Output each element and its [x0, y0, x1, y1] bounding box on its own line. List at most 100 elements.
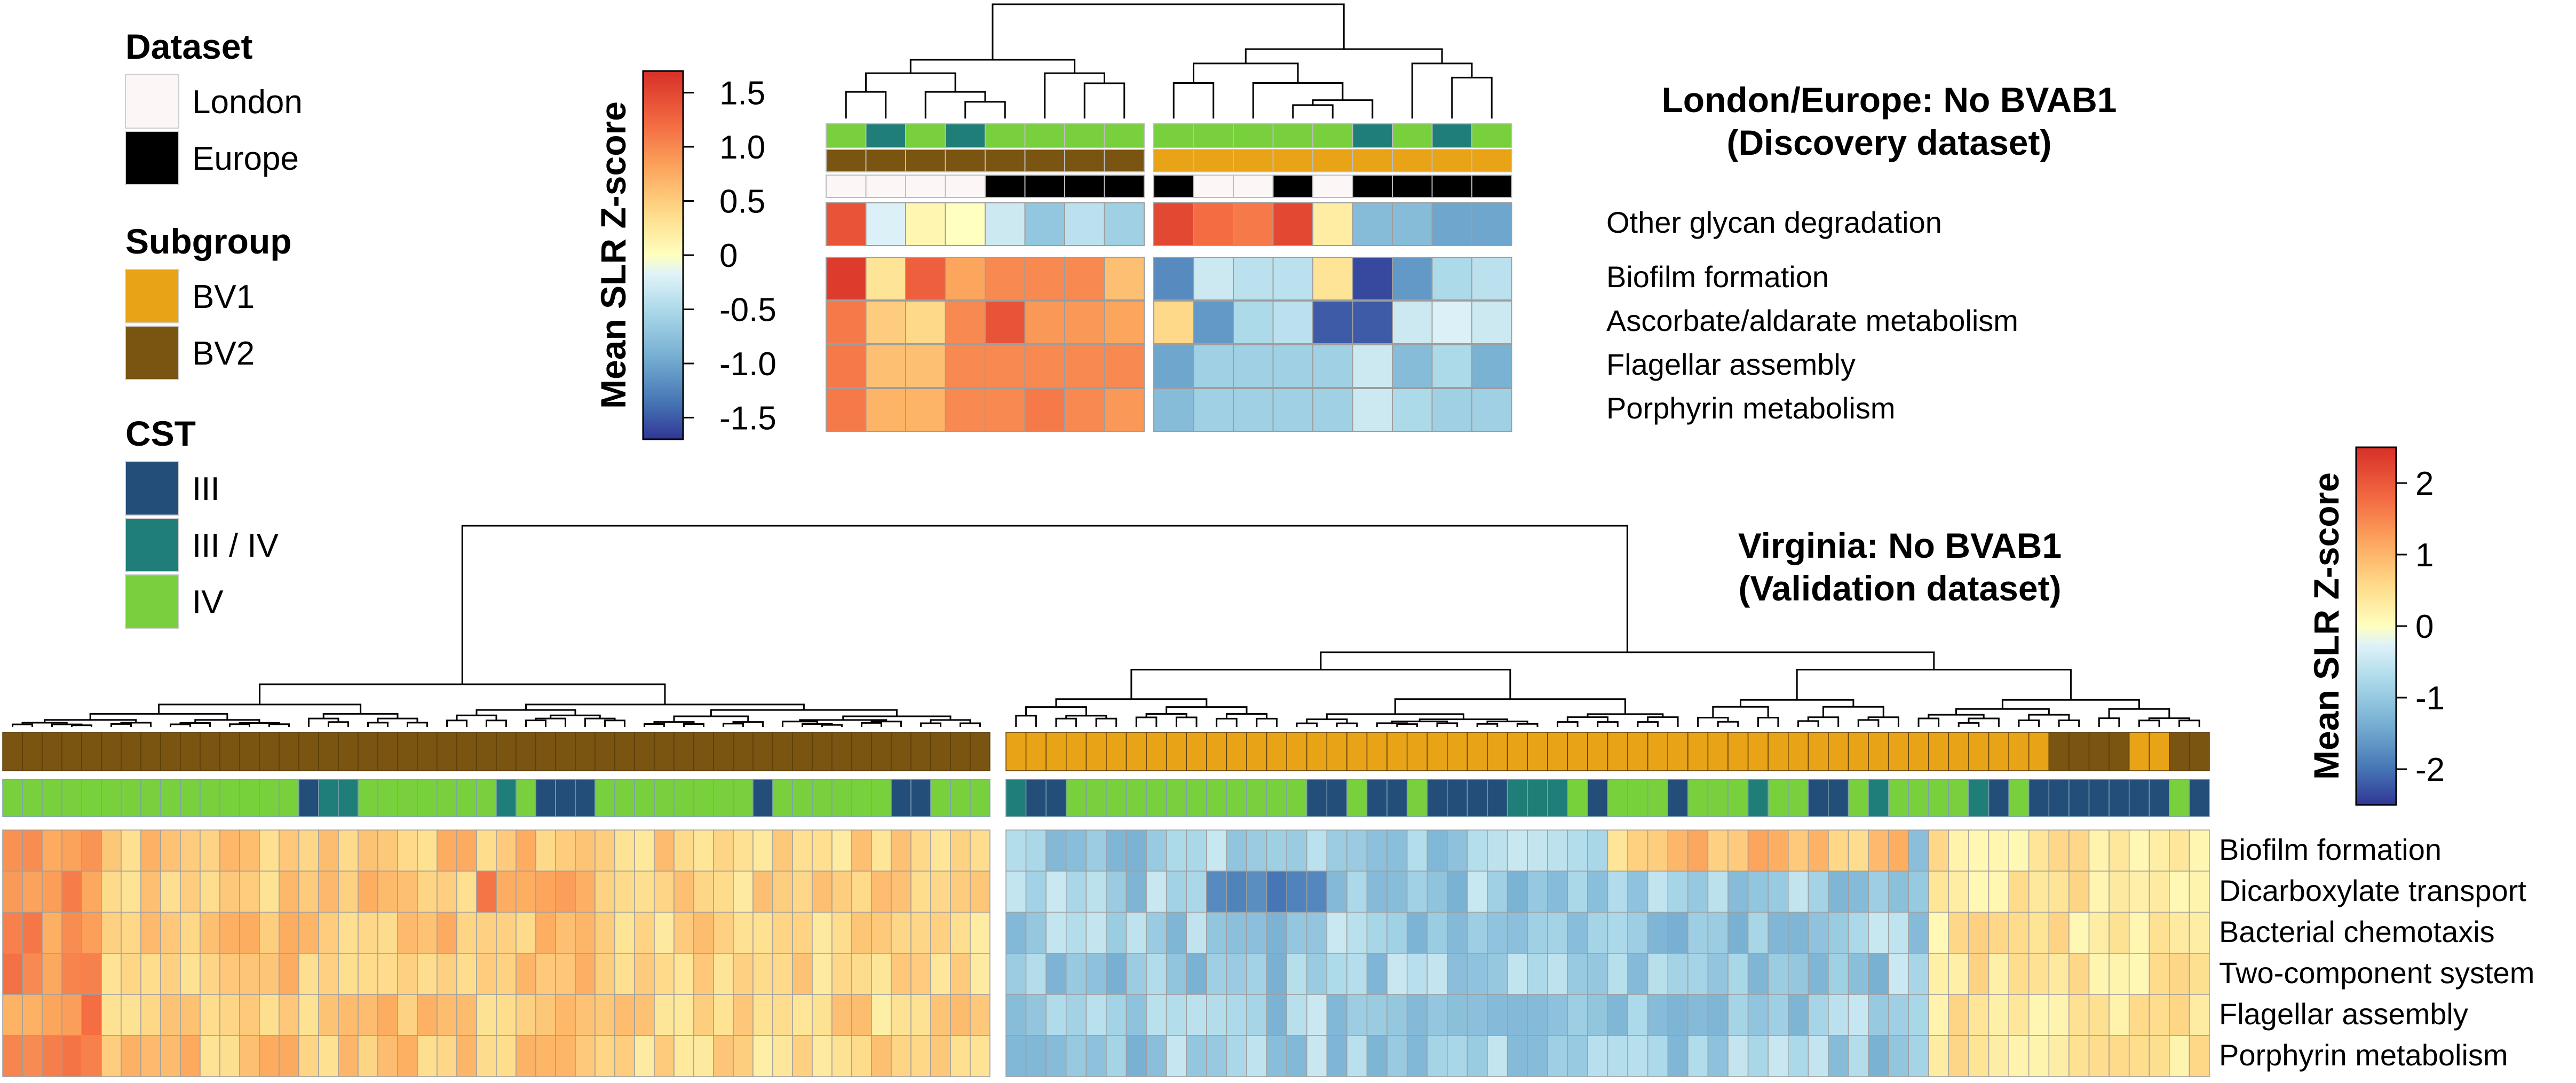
heatmap-cell [2068, 829, 2090, 872]
heatmap-cell [733, 1035, 754, 1077]
heatmap-cell [1266, 1035, 1287, 1077]
annotation-cell-cst [1104, 123, 1145, 148]
heatmap-cell [555, 912, 576, 954]
heatmap-cell [693, 994, 714, 1036]
heatmap-cell [891, 912, 911, 954]
heatmap-cell [1567, 912, 1588, 954]
heatmap-cell [1587, 829, 1608, 872]
annotation-cell-subgroup [985, 149, 1026, 172]
heatmap-cell [614, 1035, 635, 1077]
heatmap-cell [2088, 953, 2110, 995]
heatmap-cell [713, 912, 734, 954]
heatmap-cell [377, 829, 398, 872]
dendrogram-branch [1411, 62, 1473, 118]
heatmap-cell [693, 953, 714, 995]
heatmap-cell [1808, 829, 1829, 872]
annotation-cell-subgroup [1627, 732, 1648, 771]
annotation-cell-dataset [1431, 175, 1472, 198]
heatmap-cell [871, 1035, 892, 1077]
annotation-cell-cst [377, 779, 398, 817]
heatmap-cell [1312, 202, 1353, 246]
heatmap-cell [1908, 829, 1929, 872]
panel-title: (Discovery dataset) [1727, 123, 2052, 162]
heatmap-cell [851, 953, 872, 995]
heatmap-cell [1272, 301, 1313, 344]
annotation-cell-subgroup [1326, 732, 1348, 771]
heatmap-cell [1186, 871, 1207, 913]
heatmap-cell [1326, 871, 1348, 913]
heatmap-cell [1747, 1035, 1769, 1077]
annotation-cell-cst [1226, 779, 1247, 817]
annotation-cell-subgroup [930, 732, 951, 771]
heatmap-cell [358, 829, 378, 872]
annotation-cell-cst [1064, 123, 1105, 148]
legend-title: Subgroup [125, 222, 292, 261]
annotation-cell-subgroup [654, 732, 675, 771]
heatmap-cell [2109, 829, 2130, 872]
dendrogram-branch [1647, 716, 1679, 727]
heatmap-cell [555, 871, 576, 913]
heatmap-cell [1607, 829, 1628, 872]
annotation-cell-subgroup [673, 732, 694, 771]
heatmap-cell [1471, 301, 1512, 344]
heatmap-cell [1447, 1035, 1468, 1077]
heatmap-cell [595, 912, 615, 954]
annotation-cell-cst [905, 123, 946, 148]
annotation-cell-subgroup [1547, 732, 1568, 771]
heatmap-cell [950, 829, 971, 872]
heatmap-cell [1707, 953, 1729, 995]
row-label: Other glycan degradation [1606, 205, 1942, 239]
heatmap-cell [496, 912, 517, 954]
heatmap-cell [1386, 953, 1408, 995]
heatmap-cell [1928, 829, 1949, 872]
annotation-cell-cst [1988, 779, 2009, 817]
heatmap-cell [1431, 388, 1472, 432]
annotation-cell-subgroup [1426, 732, 1448, 771]
heatmap-cell [1024, 301, 1065, 344]
heatmap-cell [476, 912, 497, 954]
heatmap-cell [42, 994, 62, 1036]
annotation-cell-cst [1808, 779, 1829, 817]
heatmap-cell [1627, 953, 1648, 995]
heatmap-cell [831, 994, 852, 1036]
heatmap-cell [1547, 912, 1568, 954]
annotation-cell-cst [654, 779, 675, 817]
heatmap-cell [1085, 1035, 1107, 1077]
heatmap-cell [1346, 912, 1368, 954]
heatmap-cell [1346, 994, 1368, 1036]
heatmap-cell [1206, 994, 1227, 1036]
dendrogram-branch [407, 722, 428, 727]
heatmap-cell [1352, 344, 1393, 388]
heatmap-cell [1928, 912, 1949, 954]
annotation-cell-cst [851, 779, 872, 817]
heatmap-cell [1467, 912, 1488, 954]
heatmap-cell [1908, 1035, 1929, 1077]
heatmap-cell [2109, 912, 2130, 954]
annotation-cell-cst [417, 779, 438, 817]
heatmap-cell [358, 912, 378, 954]
annotation-cell-cst [1272, 123, 1313, 148]
dendrogram-branch [2108, 708, 2170, 718]
heatmap-cell [1386, 829, 1408, 872]
panel-title: Virginia: No BVAB1 [1738, 526, 2062, 565]
heatmap-cell [1406, 912, 1428, 954]
heatmap-cell [2, 912, 23, 954]
heatmap-cell [1193, 202, 1234, 246]
annotation-cell-cst [733, 779, 754, 817]
heatmap-cell [772, 829, 793, 872]
heatmap-cell [1286, 829, 1307, 872]
heatmap-cell [200, 829, 220, 872]
heatmap-cell [752, 953, 773, 995]
annotation-cell-cst [437, 779, 457, 817]
heatmap-cell [1908, 912, 1929, 954]
annotation-cell-cst [1386, 779, 1408, 817]
annotation-cell-cst [1848, 779, 1869, 817]
annotation-cell-subgroup [1386, 732, 1408, 771]
heatmap-cell [358, 871, 378, 913]
heatmap-cell [970, 912, 990, 954]
legend-label: BV2 [192, 335, 255, 372]
heatmap-cell [1193, 344, 1234, 388]
heatmap-cell [555, 994, 576, 1036]
heatmap-cell [1146, 953, 1167, 995]
heatmap-cell [812, 829, 833, 872]
